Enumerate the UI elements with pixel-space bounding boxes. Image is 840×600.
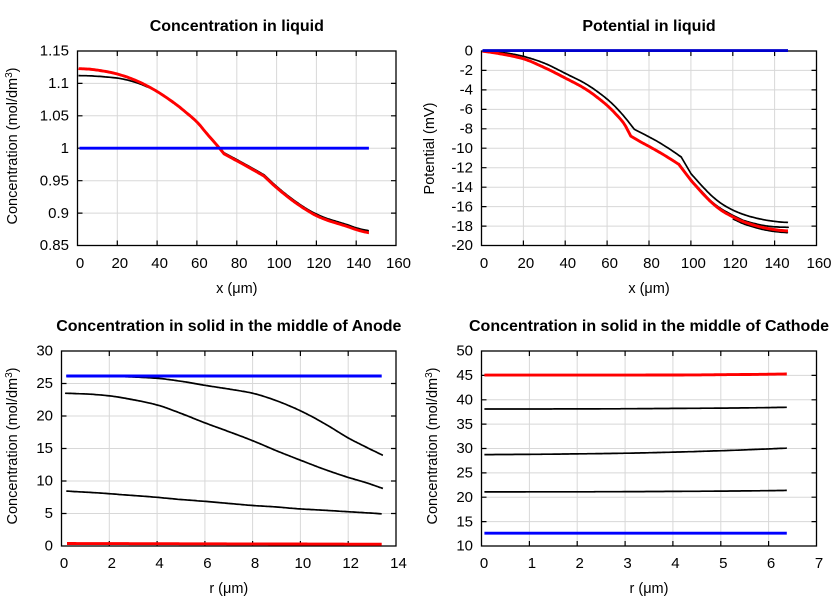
svg-text:0.95: 0.95 (40, 172, 69, 189)
svg-text:160: 160 (806, 255, 831, 272)
svg-text:120: 120 (306, 255, 331, 272)
svg-text:20: 20 (36, 408, 53, 425)
svg-text:Concentration (mol/dm3): Concentration (mol/dm3) (4, 67, 21, 224)
svg-text:Concentration in solid in the: Concentration in solid in the middle of … (469, 318, 829, 335)
svg-text:Concentration in liquid: Concentration in liquid (150, 18, 324, 35)
svg-text:80: 80 (643, 255, 660, 272)
svg-text:Concentration (mol/dm3): Concentration (mol/dm3) (424, 367, 441, 524)
svg-text:10: 10 (295, 555, 312, 572)
svg-text:40: 40 (456, 391, 473, 408)
svg-text:2: 2 (576, 555, 584, 572)
svg-text:1.1: 1.1 (48, 75, 69, 92)
svg-text:-10: -10 (451, 140, 473, 157)
svg-text:0: 0 (45, 538, 53, 555)
svg-text:-8: -8 (460, 121, 473, 138)
svg-text:0.9: 0.9 (48, 205, 69, 222)
svg-text:30: 30 (36, 343, 53, 360)
svg-text:-20: -20 (451, 237, 473, 254)
svg-text:15: 15 (456, 513, 473, 530)
svg-text:8: 8 (251, 555, 259, 572)
svg-text:3: 3 (623, 555, 631, 572)
svg-text:10: 10 (36, 473, 53, 490)
svg-text:1.05: 1.05 (40, 108, 69, 125)
svg-text:5: 5 (45, 505, 53, 522)
svg-text:100: 100 (681, 255, 706, 272)
svg-text:Concentration (mol/dm3): Concentration (mol/dm3) (4, 367, 21, 524)
svg-text:-18: -18 (451, 218, 473, 235)
svg-text:25: 25 (456, 465, 473, 482)
svg-text:0: 0 (76, 255, 84, 272)
svg-text:7: 7 (815, 555, 823, 572)
svg-text:0: 0 (465, 43, 473, 60)
svg-text:40: 40 (559, 255, 576, 272)
svg-text:40: 40 (151, 255, 168, 272)
svg-text:-16: -16 (451, 198, 473, 215)
svg-text:6: 6 (767, 555, 775, 572)
svg-text:80: 80 (231, 255, 248, 272)
svg-text:50: 50 (456, 343, 473, 360)
svg-text:15: 15 (36, 440, 53, 457)
svg-text:120: 120 (723, 255, 748, 272)
svg-text:140: 140 (346, 255, 371, 272)
svg-text:6: 6 (203, 555, 211, 572)
svg-text:1: 1 (528, 555, 536, 572)
svg-text:-12: -12 (451, 159, 473, 176)
svg-text:20: 20 (111, 255, 128, 272)
svg-text:60: 60 (601, 255, 618, 272)
svg-text:12: 12 (342, 555, 359, 572)
svg-text:x (μm): x (μm) (628, 281, 669, 297)
svg-text:10: 10 (456, 538, 473, 555)
svg-text:0: 0 (480, 555, 488, 572)
svg-text:20: 20 (518, 255, 535, 272)
svg-text:0: 0 (480, 255, 488, 272)
svg-text:r (μm): r (μm) (630, 581, 669, 597)
svg-text:-2: -2 (460, 62, 473, 79)
svg-text:20: 20 (456, 489, 473, 506)
svg-text:1.15: 1.15 (40, 43, 69, 60)
svg-text:x (μm): x (μm) (216, 281, 257, 297)
svg-text:-6: -6 (460, 101, 473, 118)
svg-text:2: 2 (108, 555, 116, 572)
svg-text:r (μm): r (μm) (209, 581, 248, 597)
svg-text:Potential in liquid: Potential in liquid (582, 18, 715, 35)
svg-text:140: 140 (765, 255, 790, 272)
svg-text:-14: -14 (451, 179, 473, 196)
svg-text:160: 160 (386, 255, 411, 272)
svg-text:45: 45 (456, 367, 473, 384)
svg-text:14: 14 (390, 555, 407, 572)
svg-text:0: 0 (60, 555, 68, 572)
svg-text:Potential (mV): Potential (mV) (422, 103, 438, 195)
svg-text:4: 4 (155, 555, 163, 572)
svg-text:30: 30 (456, 440, 473, 457)
svg-text:-4: -4 (460, 82, 473, 99)
svg-text:Concentration in solid in the: Concentration in solid in the middle of … (56, 318, 401, 335)
svg-text:4: 4 (671, 555, 679, 572)
svg-text:35: 35 (456, 416, 473, 433)
svg-text:25: 25 (36, 375, 53, 392)
svg-text:5: 5 (719, 555, 727, 572)
svg-text:0.85: 0.85 (40, 237, 69, 254)
svg-text:60: 60 (191, 255, 208, 272)
svg-text:100: 100 (267, 255, 292, 272)
svg-text:1: 1 (61, 140, 69, 157)
